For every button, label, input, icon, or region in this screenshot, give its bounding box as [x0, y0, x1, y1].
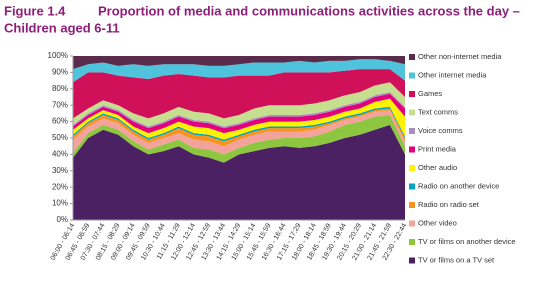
chart-title: Children aged 6-11: [4, 20, 120, 35]
legend-label: Games: [418, 89, 442, 98]
y-tick-label: 0%: [56, 215, 68, 224]
legend-swatch: [409, 109, 415, 116]
y-tick-label: 60%: [52, 117, 68, 126]
legend-swatch: [409, 220, 415, 227]
legend-label: TV or films on another device: [418, 237, 516, 246]
figure-label: Figure 1.4: [4, 3, 66, 18]
area: [73, 115, 405, 163]
area: [73, 69, 405, 119]
legend-label: Print media: [418, 144, 457, 153]
legend-label: Radio on another device: [418, 181, 499, 190]
chart-title: Proportion of media and communications a…: [98, 3, 520, 18]
legend-label: Other internet media: [418, 70, 487, 79]
y-tick-label: 80%: [52, 84, 68, 93]
area: [73, 110, 405, 155]
y-tick-label: 40%: [52, 150, 68, 159]
y-tick-label: 100%: [48, 51, 68, 60]
legend-label: Text comms: [418, 107, 458, 116]
area: [73, 124, 405, 220]
legend-label: Other non-internet media: [418, 52, 502, 61]
area: [73, 56, 405, 70]
legend-swatch: [409, 91, 415, 97]
legend-label: Voice comms: [418, 126, 463, 135]
y-tick-label: 20%: [52, 182, 68, 191]
legend-swatch: [409, 239, 415, 245]
legend-label: Radio on radio set: [418, 200, 480, 209]
legend-swatch: [409, 146, 415, 153]
legend-label: Other audio: [418, 163, 457, 172]
legend-swatch: [409, 257, 415, 264]
legend-swatch: [409, 128, 415, 134]
y-tick-label: 70%: [52, 100, 68, 109]
legend-swatch: [409, 183, 415, 190]
area: [73, 106, 405, 142]
y-tick-label: 50%: [52, 133, 68, 142]
y-tick-label: 30%: [52, 166, 68, 175]
y-tick-label: 90%: [52, 68, 68, 77]
legend-swatch: [409, 202, 415, 208]
legend-swatch: [409, 165, 415, 171]
legend-label: Other video: [418, 218, 457, 227]
area: [73, 98, 405, 140]
area: [73, 93, 405, 134]
legend-swatch: [409, 72, 415, 79]
area: [73, 82, 405, 127]
legend-label: TV or films on a TV set: [418, 255, 495, 264]
legend-swatch: [409, 54, 415, 60]
y-tick-label: 10%: [52, 199, 68, 208]
area: [73, 108, 405, 147]
